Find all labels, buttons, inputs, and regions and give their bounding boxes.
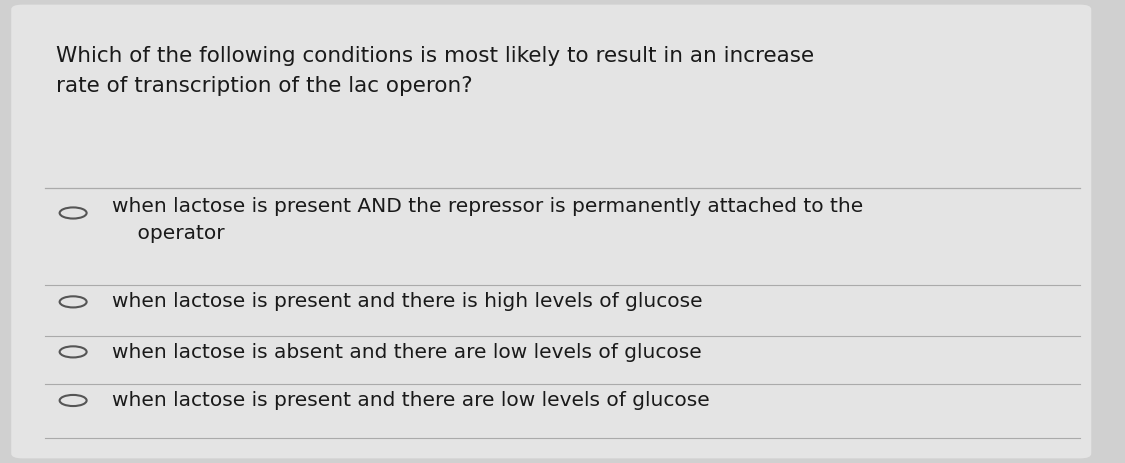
Text: when lactose is present and there is high levels of glucose: when lactose is present and there is hig… bbox=[112, 292, 703, 311]
Text: Which of the following conditions is most likely to result in an increase
rate o: Which of the following conditions is mos… bbox=[56, 46, 814, 96]
Text: when lactose is present AND the repressor is permanently attached to the
    ope: when lactose is present AND the represso… bbox=[112, 197, 864, 243]
Text: when lactose is present and there are low levels of glucose: when lactose is present and there are lo… bbox=[112, 391, 710, 410]
Text: when lactose is absent and there are low levels of glucose: when lactose is absent and there are low… bbox=[112, 343, 702, 362]
FancyBboxPatch shape bbox=[11, 5, 1091, 458]
